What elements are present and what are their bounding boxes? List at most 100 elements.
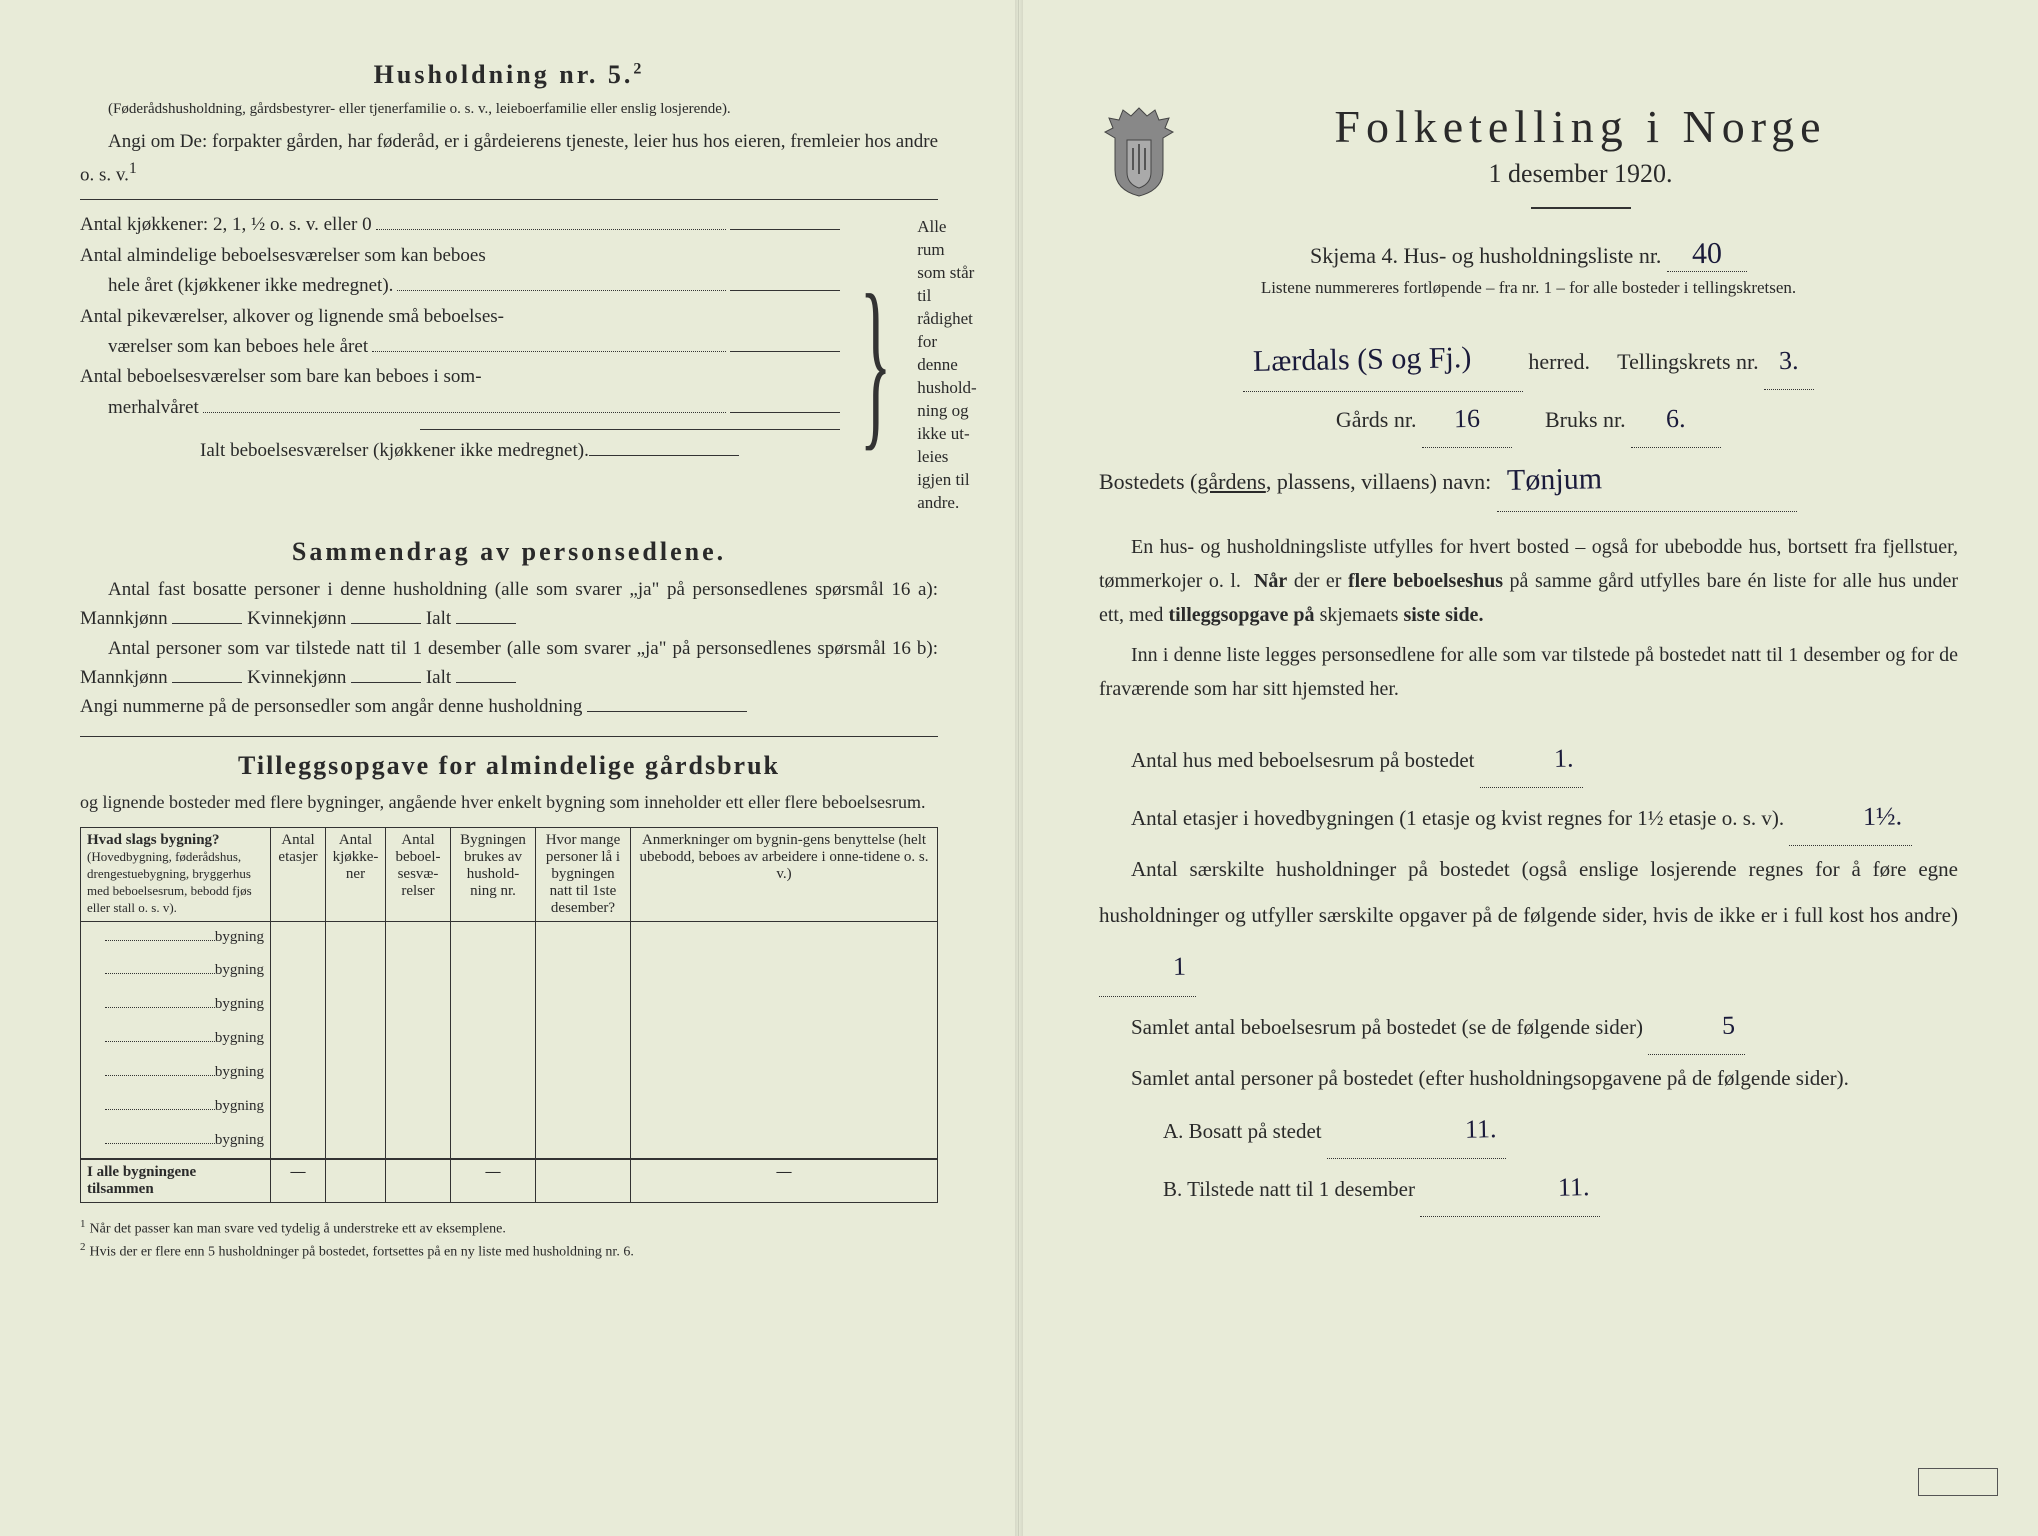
room2b-label: værelser som kan beboes hele året <box>80 332 368 362</box>
husholdning-5-title: Husholdning nr. 5.2 <box>80 60 938 90</box>
table-row: bygning <box>81 1125 938 1159</box>
angi-de: Angi om De: forpakter gården, har føderå… <box>80 127 938 189</box>
fill <box>730 273 840 291</box>
h5-subtitle: (Føderådshusholdning, gårdsbestyrer- ell… <box>80 98 938 121</box>
bygning-label: bygning <box>215 996 264 1012</box>
dash: — <box>631 1159 938 1203</box>
bruksnr-field: 6. <box>1631 392 1721 448</box>
table-row: bygning <box>81 1057 938 1091</box>
bygning-label: bygning <box>215 962 264 978</box>
skjema-line: Skjema 4. Hus- og husholdningsliste nr. … <box>1099 237 1958 272</box>
sammendrag-title: Sammendrag av personsedlene. <box>80 537 938 567</box>
gards-row: Gårds nr. 16 Bruks nr. 6. <box>1099 392 1958 448</box>
f-etasjer-value: 1½. <box>1827 787 1907 846</box>
table-row: bygning <box>81 1091 938 1125</box>
list-note: Listene nummereres fortløpende – fra nr.… <box>1099 278 1958 298</box>
dots <box>203 396 726 413</box>
field-etasjer: Antal etasjer i hovedbygningen (1 etasje… <box>1099 788 1958 846</box>
bruksnr-value: 6. <box>1662 392 1690 447</box>
title-block: Folketelling i Norge 1 desember 1920. <box>1203 100 1958 227</box>
fn1-text: Når det passer kan man svare ved tydelig… <box>90 1222 506 1237</box>
room3b: merhalvåret <box>80 393 840 423</box>
kvinnekj-label: Kvinnekjønn <box>247 608 346 629</box>
footnote-2: 2Hvis der er flere enn 5 husholdninger p… <box>80 1240 938 1263</box>
f-hushold-label: Antal særskilte husholdninger på bostede… <box>1099 857 1958 927</box>
herred-field: Lærdals (S og Fj.) <box>1243 328 1523 392</box>
para-2: Inn i denne liste legges personsedlene f… <box>1099 638 1958 706</box>
sum-label: I alle bygningene tilsammen <box>81 1159 271 1203</box>
subtotal-rule <box>420 429 840 430</box>
bosted-field: Tønjum <box>1497 448 1797 512</box>
coat-of-arms-icon <box>1099 100 1179 200</box>
tillegg-table: Hvad slags bygning? (Hovedbygning, føder… <box>80 827 938 1204</box>
bygning-label: bygning <box>215 1030 264 1046</box>
bygning-label: bygning <box>215 1132 264 1148</box>
fill <box>589 438 739 456</box>
room3b-label: merhalvåret <box>80 393 199 423</box>
field-samlet-pers: Samlet antal personer på bostedet (efter… <box>1099 1055 1958 1101</box>
tillegg-table-wrap: Hvad slags bygning? (Hovedbygning, føder… <box>80 827 938 1204</box>
para1-text: En hus- og husholdningsliste utfylles fo… <box>1099 530 1958 632</box>
bosted-label: Bostedets (gårdens, plassens, villaens) … <box>1099 469 1491 494</box>
kjokken-label: Antal kjøkkener: 2, 1, ½ o. s. v. eller … <box>80 210 372 240</box>
gardsnr-value: 16 <box>1450 392 1485 447</box>
blank <box>456 605 516 624</box>
f-hus-label: Antal hus med beboelsesrum på bostedet <box>1131 748 1475 772</box>
tellingskrets-value: 3. <box>1775 334 1803 389</box>
ialt-label: Ialt <box>426 608 451 629</box>
f-tilstede-field: 11. <box>1420 1159 1600 1217</box>
h5-title-text: Husholdning nr. 5. <box>374 60 634 89</box>
f-hushold-value: 1 <box>1137 938 1191 996</box>
angi-num: Angi nummerne på de personsedler som ang… <box>80 692 938 721</box>
skjema-label: Skjema 4. Hus- og husholdningsliste nr. <box>1310 243 1661 268</box>
blank <box>351 605 421 624</box>
right-fields: Antal hus med beboelsesrum på bostedet 1… <box>1099 730 1958 1218</box>
brace-wrap: } <box>850 210 907 514</box>
room1b-label: hele året (kjøkkener ikke medregnet). <box>80 271 393 301</box>
blank <box>172 664 242 683</box>
table-row: bygning <box>81 955 938 989</box>
th-personer: Hvor mange personer lå i bygningen natt … <box>536 827 631 921</box>
dots <box>376 213 726 230</box>
th1b: (Hovedbygning, føderådshus, drengestueby… <box>87 849 252 915</box>
f-hus-field: 1. <box>1480 730 1584 788</box>
f-samlet-rom-label: Samlet antal beboelsesrum på bostedet (s… <box>1131 1015 1643 1039</box>
dots <box>372 335 726 352</box>
table-row: bygning <box>81 921 938 955</box>
th-anmerk: Anmerkninger om bygnin-gens benyttelse (… <box>631 827 938 921</box>
h5-sup: 2 <box>633 60 644 77</box>
kvinnekj-label2: Kvinnekjønn <box>247 667 346 688</box>
gardsnr-label: Gårds nr. <box>1336 407 1417 432</box>
blank <box>351 664 421 683</box>
blank <box>587 693 747 712</box>
field-tilstede: B. Tilstede natt til 1 desember 11. <box>1099 1159 1958 1217</box>
herred-label: herred. <box>1528 349 1590 374</box>
field-samlet-rom: Samlet antal beboelsesrum på bostedet (s… <box>1099 997 1958 1055</box>
th-vaerelser: Antal beboel-sesvæ-relser <box>386 827 451 921</box>
left-page: Husholdning nr. 5.2 (Føderådshusholdning… <box>0 0 1019 1536</box>
table-row: bygning <box>81 1023 938 1057</box>
divider <box>80 736 938 737</box>
skjema-nr-field: 40 <box>1667 237 1747 272</box>
f-bosatt-value: 11. <box>1396 1100 1501 1159</box>
sammen-1: Antal fast bosatte personer i denne hush… <box>80 575 938 634</box>
table-row: bygning <box>81 989 938 1023</box>
table-sum-row: I alle bygningene tilsammen — — — <box>81 1159 938 1203</box>
f-tilstede-label: B. Tilstede natt til 1 desember <box>1163 1177 1415 1201</box>
fn2-text: Hvis der er flere enn 5 husholdninger på… <box>90 1244 634 1259</box>
dash: — <box>271 1159 326 1203</box>
ialt-row: Ialt beboelsesværelser (kjøkkener ikke m… <box>80 436 840 466</box>
field-hus: Antal hus med beboelsesrum på bostedet 1… <box>1099 730 1958 788</box>
f-tilstede-value: 11. <box>1490 1158 1595 1217</box>
rooms-left: Antal kjøkkener: 2, 1, ½ o. s. v. eller … <box>80 210 840 514</box>
room1b: hele året (kjøkkener ikke medregnet). <box>80 271 840 301</box>
fill <box>730 395 840 413</box>
th-bygning: Hvad slags bygning? (Hovedbygning, føder… <box>81 827 271 921</box>
angi-de-text: Angi om De: forpakter gården, har føderå… <box>80 131 938 185</box>
room1a: Antal almindelige beboelsesværelser som … <box>80 241 840 271</box>
f-samlet-rom-value: 5 <box>1686 996 1740 1054</box>
tellingskrets-label: Tellingskrets nr. <box>1617 349 1758 374</box>
right-page: Folketelling i Norge 1 desember 1920. Sk… <box>1019 0 2038 1536</box>
subtitle: 1 desember 1920. <box>1203 159 1958 189</box>
gardsnr-field: 16 <box>1422 392 1512 448</box>
